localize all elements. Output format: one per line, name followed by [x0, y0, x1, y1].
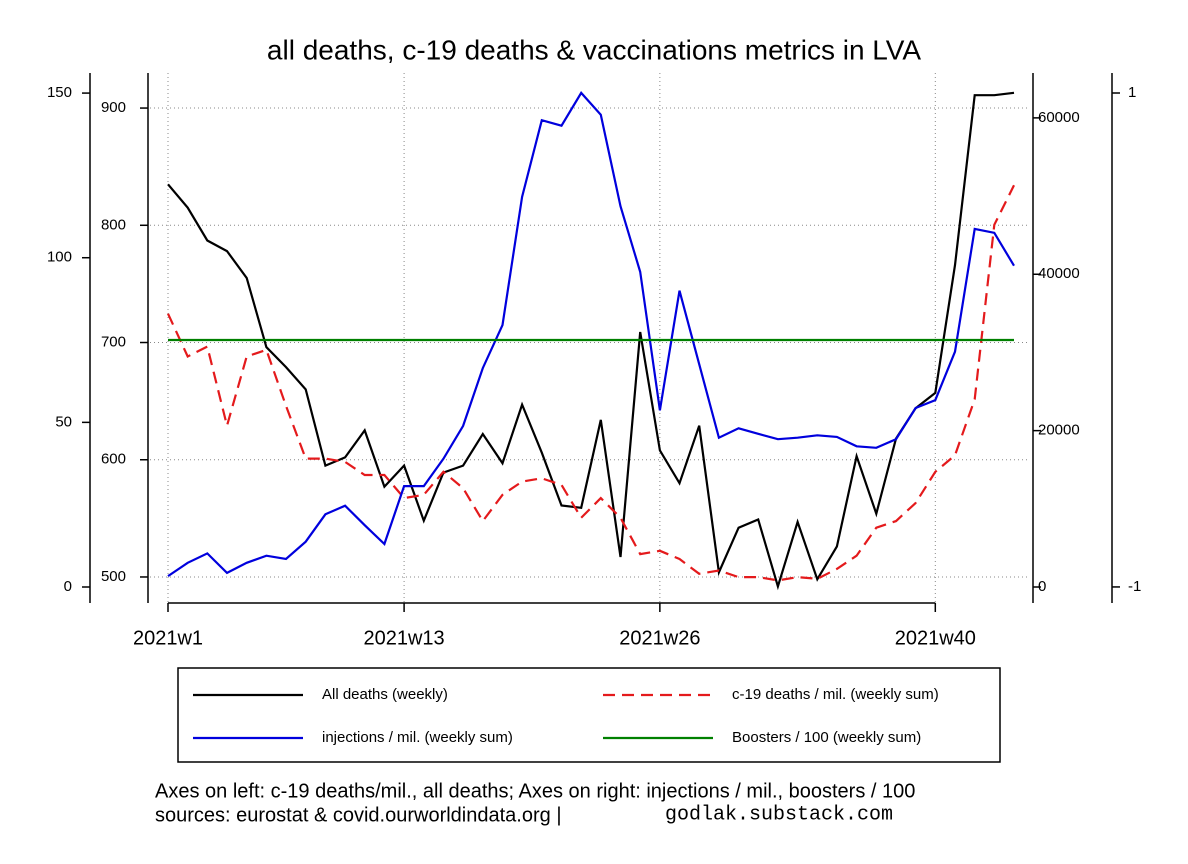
series-line [167, 91, 1015, 591]
legend-label: c-19 deaths / mil. (weekly sum) [732, 686, 939, 703]
tick-label: 50 [55, 413, 72, 430]
tick-label: 40000 [1038, 265, 1080, 282]
legend-label: All deaths (weekly) [322, 686, 448, 703]
x-tick-label: 2021w13 [363, 627, 444, 649]
legend-box [177, 667, 1001, 763]
tick-label: -1 [1128, 578, 1141, 595]
tick-label: 900 [101, 99, 126, 116]
x-tick-label: 2021w26 [619, 627, 700, 649]
tick-label: 600 [101, 451, 126, 468]
x-tick-label: 2021w1 [133, 627, 203, 649]
tick-label: 60000 [1038, 109, 1080, 126]
sources: sources: eurostat & covid.ourworldindata… [155, 804, 562, 826]
tick-label: 1 [1128, 84, 1136, 101]
tick-label: 100 [47, 249, 72, 266]
series-line [167, 184, 1015, 582]
series-line [167, 91, 1015, 578]
chart-title: all deaths, c-19 deaths & vaccinations m… [267, 34, 921, 65]
tick-label: 20000 [1038, 422, 1080, 439]
x-tick-label: 2021w40 [895, 627, 976, 649]
tick-label: 700 [101, 333, 126, 350]
footnote: Axes on left: c-19 deaths/mil., all deat… [155, 780, 915, 802]
tick-label: 0 [64, 578, 72, 595]
tick-label: 500 [101, 568, 126, 585]
legend-label: injections / mil. (weekly sum) [322, 729, 513, 746]
tick-label: 800 [101, 216, 126, 233]
legend-label: Boosters / 100 (weekly sum) [732, 729, 921, 746]
tick-label: 0 [1038, 578, 1046, 595]
tick-label: 150 [47, 84, 72, 101]
site: godlak.substack.com [665, 803, 893, 826]
